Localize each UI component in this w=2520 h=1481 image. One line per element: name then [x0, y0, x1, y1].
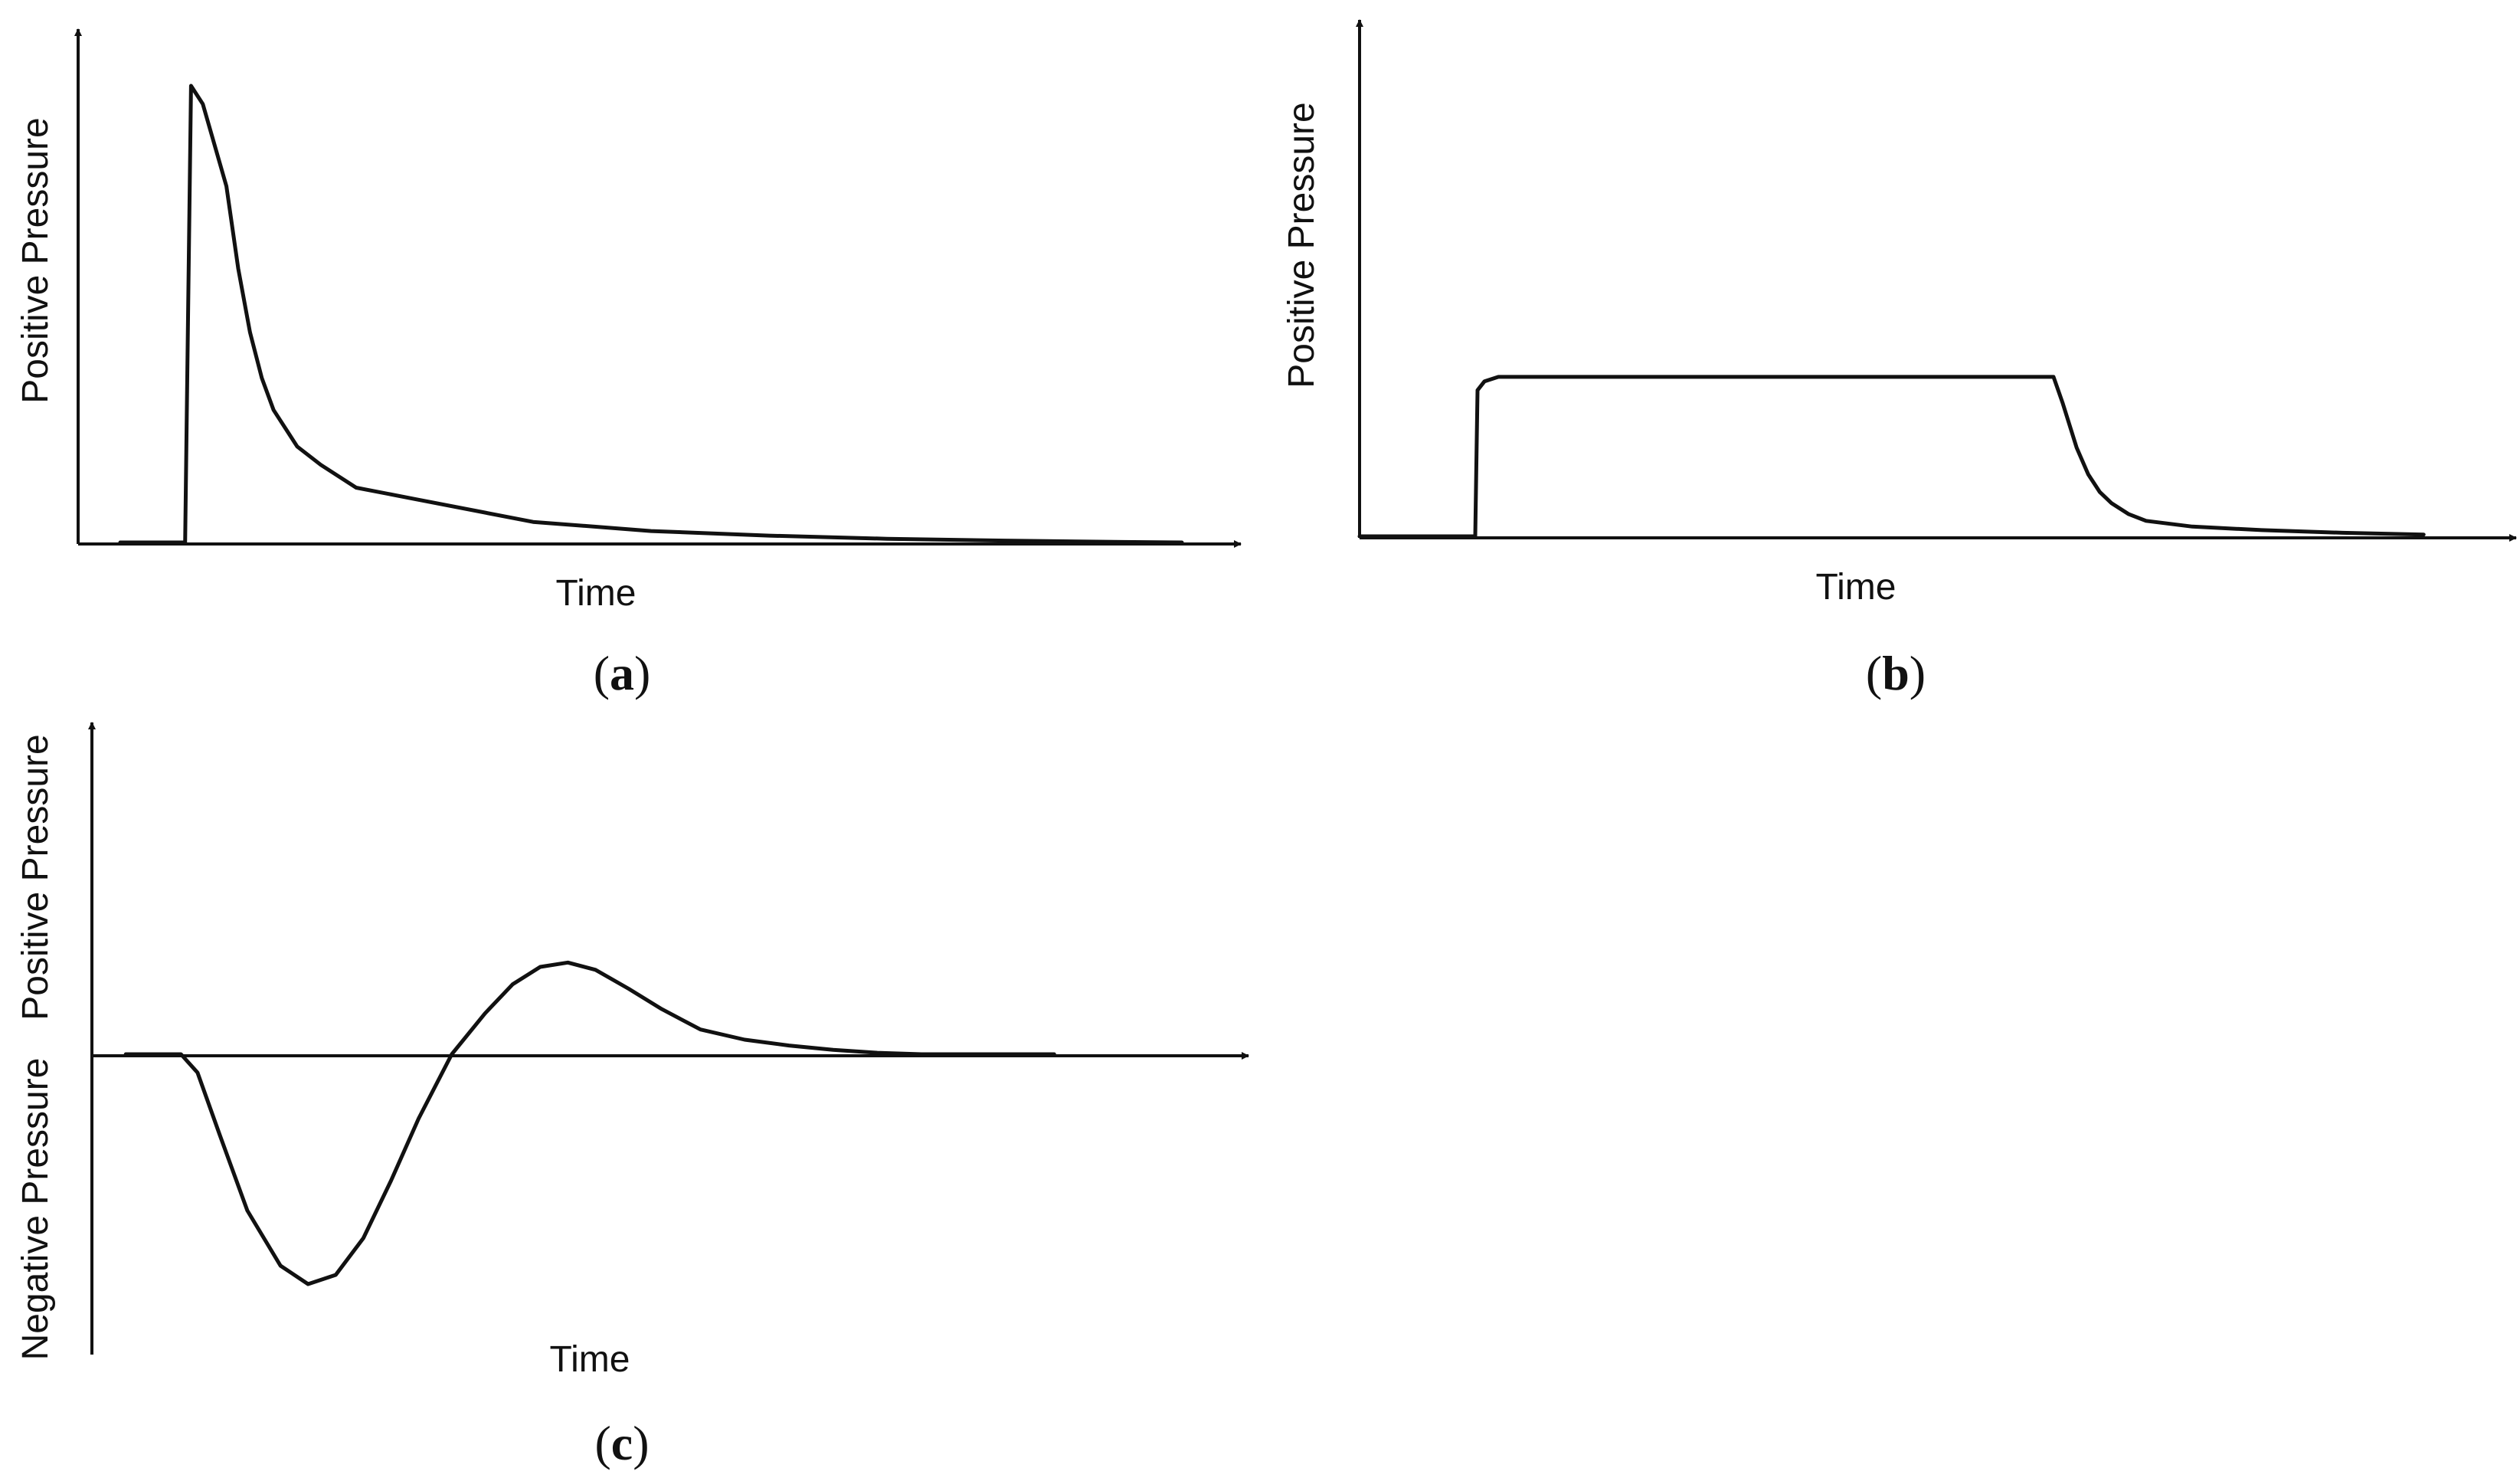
panel-close-paren: )	[633, 1416, 649, 1470]
panel-label-a: (a)	[594, 646, 651, 700]
panel-close-paren: )	[1910, 646, 1926, 700]
chart-panel-a: Positive Pressure Time (a)	[15, 28, 1242, 700]
chart-panel-b: Positive Pressure Time (b)	[1281, 19, 2517, 700]
panel-letter: b	[1882, 646, 1910, 700]
y-axis-label: Positive Pressure	[15, 117, 56, 403]
x-axis-label: Time	[1816, 567, 1897, 608]
panel-open-paren: (	[594, 1416, 610, 1470]
chart-panel-c: Positive Pressure Negative Pressure Time…	[15, 722, 1249, 1470]
pressure-curve	[118, 84, 1184, 545]
panel-label-b: (b)	[1866, 646, 1926, 700]
panel-open-paren: (	[1866, 646, 1882, 700]
y-axis-label: Positive Pressure	[1281, 102, 1322, 388]
panel-letter: a	[610, 646, 634, 700]
pressure-curve	[123, 960, 1056, 1286]
panel-close-paren: )	[634, 646, 650, 700]
x-axis-label: Time	[550, 1339, 630, 1380]
panel-letter: c	[611, 1416, 633, 1470]
y-axis-label-positive: Positive Pressure	[15, 734, 56, 1020]
x-axis-label: Time	[556, 573, 637, 614]
y-axis-label-negative: Negative Pressure	[15, 1058, 56, 1361]
pressure-curve	[1357, 375, 2426, 539]
panel-open-paren: (	[594, 646, 610, 700]
panel-label-c: (c)	[594, 1416, 649, 1470]
